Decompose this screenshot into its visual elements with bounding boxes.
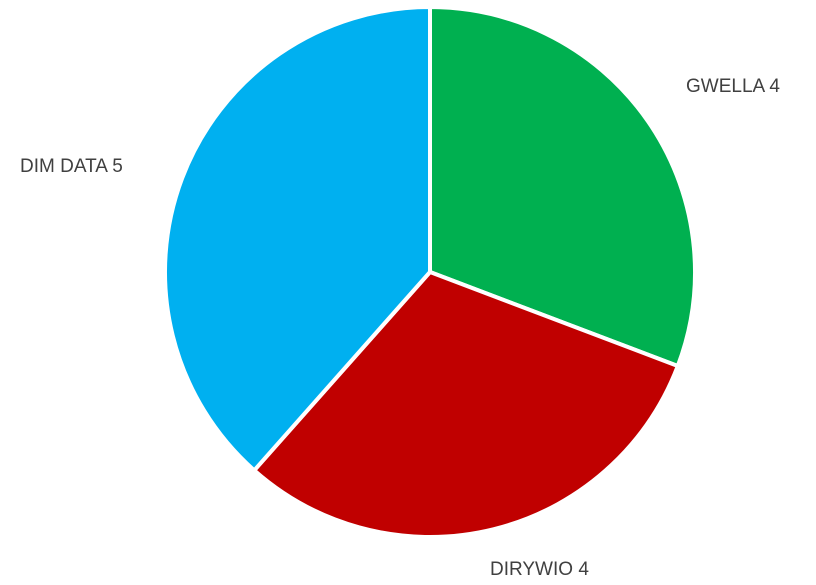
data-label-dim-data: DIM DATA 5 [20, 156, 123, 177]
pie-slice-dirywio [252, 270, 680, 539]
pie-slice-dim-data [163, 5, 432, 473]
pie-slice-gwella [428, 5, 697, 368]
data-label-dirywio: DIRYWIO 4 [490, 559, 589, 580]
data-label-gwella: GWELLA 4 [686, 76, 780, 97]
